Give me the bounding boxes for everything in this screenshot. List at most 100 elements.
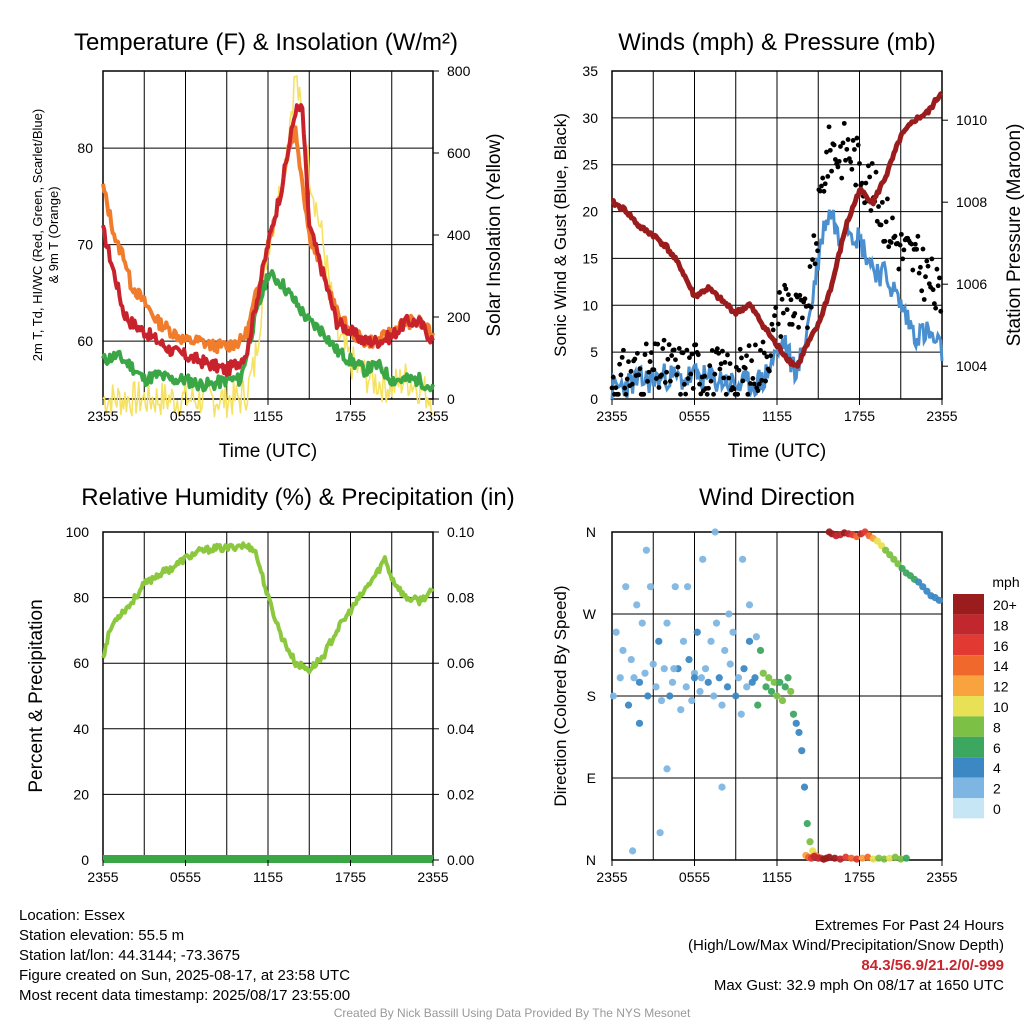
x-tick-label: 1755: [844, 408, 875, 424]
gust-point: [808, 304, 814, 310]
y2-tick-label: 600: [447, 145, 471, 161]
y2-tick-label: 0: [447, 391, 455, 407]
wind-y2label: Station Pressure (Maroon): [1004, 124, 1024, 347]
direction-point: [624, 701, 633, 709]
gust-point: [815, 248, 821, 254]
legend-swatch: [953, 757, 984, 778]
gust-point: [909, 241, 914, 247]
legend-swatch: [953, 594, 984, 615]
direction-point: [690, 674, 699, 682]
direction-point: [638, 619, 646, 627]
gust-point: [749, 358, 755, 364]
gust-point: [841, 120, 847, 126]
x-tick-label: 2355: [596, 869, 627, 885]
gust-point: [654, 376, 659, 381]
gust-point: [901, 247, 907, 253]
y-tick-label: 20: [582, 204, 598, 220]
gust-point: [888, 240, 894, 245]
gust-point: [852, 147, 857, 152]
direction-point: [635, 678, 644, 686]
direction-point: [935, 596, 943, 604]
gust-point: [744, 353, 749, 359]
direction-point: [635, 719, 644, 727]
gust-point: [718, 361, 724, 367]
gust-point: [722, 359, 728, 365]
legend-swatch: [953, 716, 984, 737]
direction-point: [897, 855, 905, 863]
direction-point: [684, 583, 692, 591]
direction-point: [693, 628, 701, 636]
direction-point: [707, 637, 715, 645]
series-rh: [101, 541, 435, 675]
y2-tick-label: 0.02: [447, 786, 474, 802]
gust-point: [678, 391, 683, 397]
direction-point: [767, 687, 776, 696]
direction-point: [655, 637, 663, 645]
gust-point: [802, 296, 808, 302]
y2-tick-label: 800: [447, 63, 471, 79]
gust-point: [855, 142, 861, 148]
series-pressure: [610, 91, 944, 369]
x-tick-label: 2355: [417, 408, 448, 424]
gust-point: [646, 369, 652, 375]
y-tick-label: 5: [590, 344, 598, 360]
direction-point: [820, 855, 828, 863]
gust-point: [665, 356, 671, 362]
direction-point: [685, 655, 693, 664]
gust-point: [716, 350, 722, 356]
legend-swatch: [953, 614, 984, 635]
y-tick-label: 20: [73, 786, 89, 802]
gust-point: [711, 391, 716, 397]
gust-point: [867, 174, 873, 180]
direction-point: [663, 765, 671, 773]
direction-point: [784, 674, 792, 682]
x-tick-label: 0555: [170, 869, 201, 885]
gust-point: [693, 342, 699, 348]
direction-point: [745, 601, 754, 609]
gust-point: [742, 365, 748, 371]
gust-point: [914, 246, 920, 252]
gust-point: [664, 369, 669, 375]
gust-point: [740, 378, 746, 384]
direction-point: [825, 853, 833, 861]
gust-point: [772, 313, 777, 319]
gust-point: [659, 372, 664, 378]
gust-point: [617, 361, 623, 367]
y2-tick-label: 0.08: [447, 590, 474, 606]
y2-tick-label: 1008: [956, 194, 987, 210]
latlon-text: Station lat/lon: 44.3144; -73.3675: [19, 947, 241, 964]
gust-point: [727, 361, 733, 367]
gust-point: [799, 315, 805, 321]
gust-point: [780, 310, 786, 316]
gust-point: [900, 256, 906, 262]
y-tick-label: S: [587, 688, 596, 704]
gust-point: [882, 238, 888, 244]
direction-point: [902, 854, 910, 862]
legend-label: 4: [993, 760, 1001, 776]
gust-point: [661, 337, 667, 343]
gust-point: [680, 350, 686, 356]
max-gust-text: Max Gust: 32.9 mph On 08/17 at 1650 UTC: [713, 977, 1004, 994]
gust-point: [843, 157, 848, 163]
direction-point: [800, 783, 809, 791]
direction-point: [886, 854, 894, 862]
gust-point: [632, 356, 638, 362]
direction-point: [759, 669, 767, 677]
direction-point: [677, 706, 685, 714]
gust-point: [739, 355, 744, 361]
rh-ylabel: Percent & Precipitation: [26, 599, 47, 792]
x-tick-label: 2355: [417, 869, 448, 885]
gust-point: [921, 297, 927, 302]
legend-swatch: [953, 777, 984, 798]
y2-tick-label: 400: [447, 227, 471, 243]
y2-tick-label: 0.10: [447, 524, 474, 540]
gust-point: [750, 376, 756, 381]
gust-point: [676, 346, 682, 351]
direction-point: [729, 628, 737, 636]
gust-point: [876, 204, 881, 209]
wdir-ylabel: Direction (Colored By Speed): [551, 585, 570, 806]
y2-tick-label: 1010: [956, 112, 987, 128]
gust-point: [629, 381, 635, 387]
direction-point: [704, 678, 712, 686]
gust-point: [777, 290, 782, 295]
